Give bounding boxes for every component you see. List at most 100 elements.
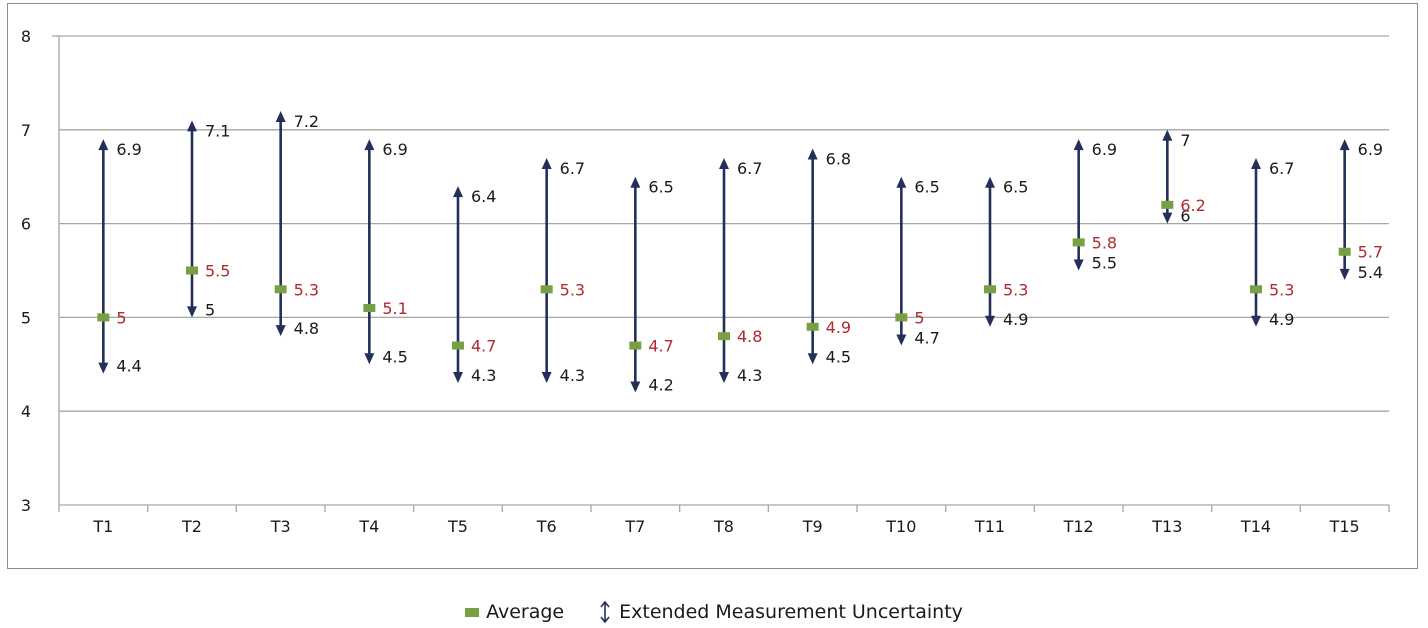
legend-average-marker-icon [465, 607, 480, 617]
x-tick-label-T3: T3 [270, 517, 291, 536]
average-value-label-T10: 5 [914, 308, 924, 327]
average-point-T14 [1250, 285, 1262, 294]
average-point-T7 [629, 341, 642, 350]
uncertainty-lower-arrow-T5 [453, 372, 463, 384]
upper-value-label-T4: 6.9 [382, 140, 407, 159]
average-value-label-T11: 5.3 [1003, 280, 1028, 299]
lower-value-label-T8: 4.3 [737, 366, 762, 385]
x-tick-label-T9: T9 [802, 517, 823, 536]
average-value-label-T15: 5.7 [1358, 243, 1383, 262]
uncertainty-upper-arrow-T6 [541, 157, 552, 169]
upper-value-label-T1: 6.9 [116, 140, 141, 159]
average-value-label-T4: 5.1 [382, 299, 407, 318]
uncertainty-lower-arrow-T6 [541, 372, 552, 384]
uncertainty-lower-arrow-T13 [1162, 212, 1173, 224]
average-point-T4 [363, 304, 376, 313]
average-value-label-T8: 4.8 [737, 327, 762, 346]
average-point-T3 [274, 285, 287, 294]
uncertainty-upper-arrow-T12 [1073, 139, 1084, 151]
lower-value-label-T11: 4.9 [1003, 310, 1028, 329]
x-tick-label-T10: T10 [885, 517, 916, 536]
average-point-T5 [452, 341, 464, 350]
average-point-T13 [1161, 200, 1174, 209]
upper-value-label-T13: 7 [1180, 131, 1190, 150]
uncertainty-upper-arrow-T3 [275, 111, 286, 123]
average-value-label-T6: 5.3 [560, 280, 585, 299]
legend-uncertainty-label: Extended Measurement Uncertainty [619, 601, 963, 623]
chart-frame [7, 3, 1418, 569]
average-value-label-T1: 5 [116, 308, 126, 327]
x-tick-label-T5: T5 [447, 517, 468, 536]
uncertainty-lower-arrow-T12 [1073, 259, 1084, 271]
legend-entry-uncertainty: Extended Measurement Uncertainty [598, 600, 963, 624]
lower-value-label-T7: 4.2 [648, 375, 673, 394]
upper-value-label-T11: 6.5 [1003, 178, 1028, 197]
x-tick-label-T4: T4 [358, 517, 379, 536]
average-value-label-T13: 6.2 [1180, 196, 1205, 215]
average-value-label-T2: 5.5 [205, 262, 230, 281]
average-value-label-T12: 5.8 [1092, 233, 1117, 252]
uncertainty-lower-arrow-T15 [1339, 268, 1350, 280]
x-tick-label-T7: T7 [624, 517, 645, 536]
uncertainty-upper-arrow-T11 [985, 176, 995, 188]
x-tick-label-T14: T14 [1240, 517, 1271, 536]
uncertainty-lower-arrow-T11 [985, 315, 995, 327]
average-value-label-T3: 5.3 [294, 280, 319, 299]
lower-value-label-T4: 4.5 [382, 347, 407, 366]
average-point-T6 [540, 285, 553, 294]
uncertainty-lower-arrow-T1 [98, 362, 109, 374]
uncertainty-upper-arrow-T2 [187, 120, 197, 132]
x-tick-label-T1: T1 [92, 517, 113, 536]
upper-value-label-T14: 6.7 [1269, 159, 1294, 178]
lower-value-label-T5: 4.3 [471, 366, 496, 385]
upper-value-label-T15: 6.9 [1358, 140, 1383, 159]
uncertainty-upper-arrow-T8 [719, 157, 729, 169]
upper-value-label-T10: 6.5 [914, 178, 939, 197]
lower-value-label-T13: 6 [1180, 207, 1190, 226]
uncertainty-upper-arrow-T7 [630, 176, 641, 188]
average-point-T12 [1072, 238, 1085, 247]
uncertainty-lower-arrow-T2 [187, 306, 197, 318]
lower-value-label-T12: 5.5 [1092, 254, 1117, 273]
upper-value-label-T6: 6.7 [560, 159, 585, 178]
upper-value-label-T8: 6.7 [737, 159, 762, 178]
uncertainty-upper-arrow-T13 [1162, 129, 1173, 141]
uncertainty-upper-arrow-T10 [896, 176, 907, 188]
average-point-T9 [806, 322, 819, 331]
lower-value-label-T15: 5.4 [1358, 263, 1383, 282]
x-tick-label-T6: T6 [536, 517, 557, 536]
upper-value-label-T9: 6.8 [826, 150, 851, 169]
uncertainty-lower-arrow-T8 [719, 372, 729, 384]
average-point-T15 [1338, 247, 1351, 256]
average-point-T1 [97, 313, 110, 322]
average-point-T2 [186, 266, 198, 275]
average-value-label-T7: 4.7 [648, 337, 673, 356]
average-value-label-T9: 4.9 [826, 318, 851, 337]
chart-plot: 3 4 5 6 7 8 T1 T2 T3 T4 T5 T6 T7 T8 T9 T10 T11 T12 T13 T14 T… [21, 27, 1390, 536]
uncertainty-upper-arrow-T4 [364, 139, 375, 151]
lower-value-label-T3: 4.8 [294, 319, 319, 338]
uncertainty-upper-arrow-T14 [1251, 157, 1261, 169]
lower-value-label-T6: 4.3 [560, 366, 585, 385]
legend: Average Extended Measurement Uncertainty [0, 598, 1428, 626]
average-value-label-T5: 4.7 [471, 337, 496, 356]
uncertainty-upper-arrow-T9 [807, 148, 818, 160]
upper-value-label-T2: 7.1 [205, 121, 230, 140]
average-point-T11 [984, 285, 996, 294]
uncertainty-upper-arrow-T15 [1339, 139, 1350, 151]
upper-value-label-T7: 6.5 [648, 178, 673, 197]
lower-value-label-T2: 5 [205, 300, 215, 319]
x-tick-label-T15: T15 [1329, 517, 1360, 536]
average-point-T10 [895, 313, 908, 322]
uncertainty-lower-arrow-T4 [364, 353, 375, 365]
lower-value-label-T14: 4.9 [1269, 310, 1294, 329]
lower-value-label-T10: 4.7 [914, 329, 939, 348]
uncertainty-lower-arrow-T9 [807, 353, 818, 365]
x-tick-label-T2: T2 [181, 517, 202, 536]
uncertainty-lower-arrow-T14 [1251, 315, 1261, 327]
uncertainty-upper-arrow-T1 [98, 139, 109, 151]
y-tick-label-5: 5 [21, 308, 31, 327]
upper-value-label-T12: 6.9 [1092, 140, 1117, 159]
x-tick-label-T11: T11 [974, 517, 1005, 536]
lower-value-label-T1: 4.4 [116, 357, 141, 376]
